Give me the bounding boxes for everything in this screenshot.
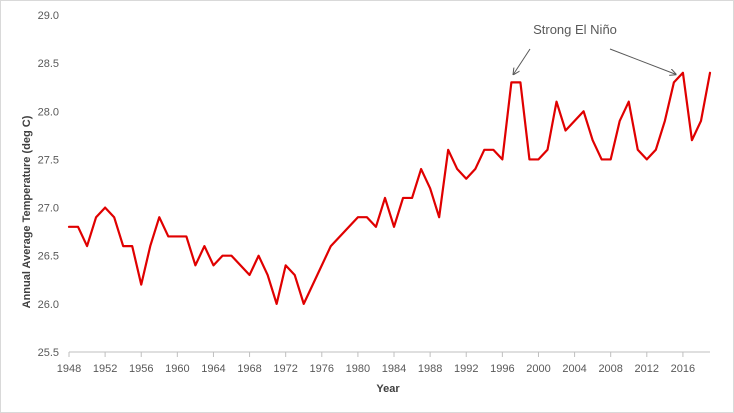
x-tick-label: 1980 — [346, 363, 370, 375]
y-axis-title: Annual Average Temperature (deg C) — [21, 115, 33, 308]
x-tick-label: 1972 — [273, 363, 297, 375]
x-tick-label: 1992 — [454, 363, 478, 375]
y-tick-label: 29.0 — [38, 10, 59, 22]
annotation-label: Strong El Niño — [533, 22, 617, 37]
temperature-series-line — [67, 71, 712, 305]
x-tick-label: 1988 — [418, 363, 442, 375]
y-tick-label: 25.5 — [38, 347, 59, 359]
x-tick-label: 2000 — [526, 363, 550, 375]
y-axis-ticks: 25.5 26.0 26.5 27.0 27.5 28.0 28.5 29.0 — [38, 10, 59, 359]
y-tick-label: 26.0 — [38, 299, 59, 311]
y-tick-label: 27.5 — [38, 154, 59, 166]
x-axis-ticks: 1948 1952 1956 1960 1964 1968 1972 1976 1980 1984… — [57, 352, 695, 375]
series-layer — [67, 71, 712, 305]
y-tick-label: 26.5 — [38, 251, 59, 263]
x-tick-label: 2016 — [671, 363, 695, 375]
y-tick-label: 28.0 — [38, 106, 59, 118]
annotation-layer: Strong El Niño — [513, 22, 676, 74]
annotation-arrow — [609, 48, 676, 74]
x-tick-label: 1984 — [382, 363, 406, 375]
x-tick-label: 2008 — [598, 363, 622, 375]
x-tick-label: 1952 — [93, 363, 117, 375]
x-tick-label: 1948 — [57, 363, 81, 375]
x-axis-title: Year — [376, 383, 400, 395]
x-tick-label: 2012 — [635, 363, 659, 375]
x-tick-label: 1996 — [490, 363, 514, 375]
y-tick-label: 28.5 — [38, 58, 59, 70]
y-tick-label: 27.0 — [38, 203, 59, 215]
x-tick-label: 1956 — [129, 363, 153, 375]
x-tick-label: 2004 — [562, 363, 586, 375]
x-tick-label: 1960 — [165, 363, 189, 375]
x-tick-label: 1968 — [237, 363, 261, 375]
x-tick-label: 1964 — [201, 363, 225, 375]
annotation-arrow — [513, 48, 531, 74]
x-tick-label: 1976 — [310, 363, 334, 375]
